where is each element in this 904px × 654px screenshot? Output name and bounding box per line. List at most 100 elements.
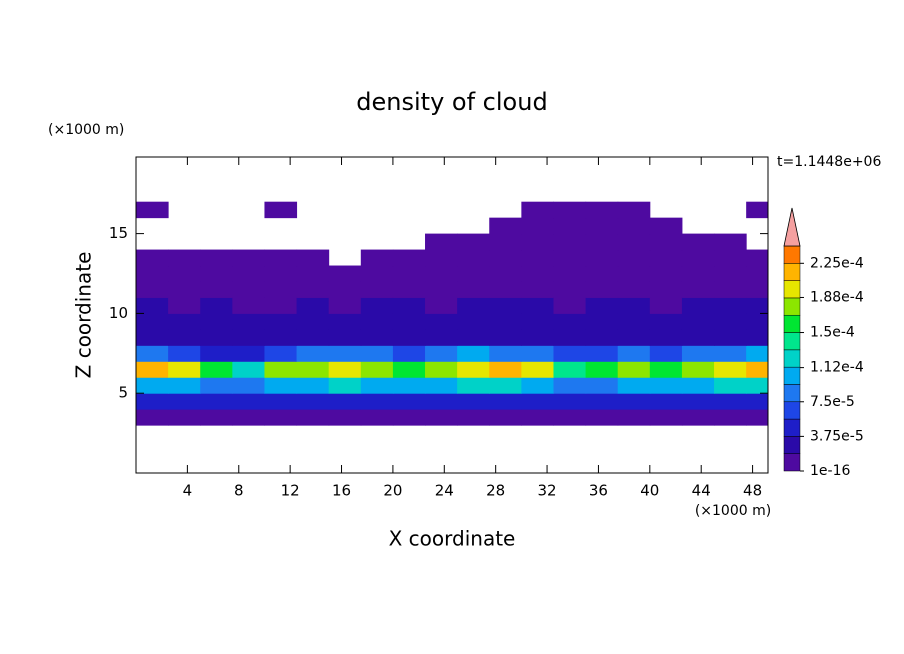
contour-cell	[296, 409, 330, 426]
y-axis-label: Z coordinate	[72, 252, 96, 379]
contour-cell	[360, 377, 394, 394]
contour-cell	[328, 281, 362, 298]
contour-cell	[746, 393, 769, 410]
contour-cell	[746, 409, 769, 426]
x-tick-label: 20	[383, 482, 402, 500]
contour-cell	[489, 329, 522, 346]
contour-cell	[521, 201, 554, 219]
x-tick-label: 40	[640, 482, 659, 500]
contour-cell	[168, 281, 201, 298]
contour-cell	[360, 265, 394, 282]
contour-cell	[521, 297, 554, 314]
contour-cell	[681, 297, 715, 314]
contour-cell	[553, 201, 587, 219]
contour-cell	[232, 345, 265, 362]
contour-cell	[392, 409, 426, 426]
contour-cell	[553, 217, 587, 235]
contour-cell	[392, 393, 426, 410]
contour-cell	[521, 265, 554, 282]
contour-cell	[649, 281, 683, 298]
contour-cell	[425, 249, 458, 267]
contour-cell	[457, 249, 490, 267]
contour-cell	[585, 217, 619, 235]
contour-cell	[521, 217, 554, 235]
contour-cell	[296, 345, 330, 362]
colorbar-band	[783, 401, 801, 420]
y-tick-label: 5	[118, 384, 128, 402]
contour-cell	[425, 409, 458, 426]
colorbar-tick-label: 1e-16	[810, 463, 850, 479]
contour-cell	[360, 345, 394, 362]
contour-cell	[136, 393, 169, 410]
contour-cell	[296, 313, 330, 330]
contour-cell	[457, 265, 490, 282]
colorbar-band	[783, 436, 801, 454]
contour-cell	[296, 329, 330, 346]
contour-cell	[521, 329, 554, 346]
contour-cell	[617, 297, 651, 314]
contour-cell	[425, 377, 458, 394]
contour-cell	[328, 345, 362, 362]
contour-cell	[714, 393, 747, 410]
contour-cell	[232, 265, 265, 282]
contour-cell	[360, 313, 394, 330]
contour-cell	[714, 297, 747, 314]
contour-cell	[489, 217, 522, 235]
contour-cell	[392, 313, 426, 330]
contour-cell	[521, 361, 554, 378]
contour-cell	[457, 345, 490, 362]
contour-cell	[328, 393, 362, 410]
contour-cell	[264, 409, 298, 426]
contour-cell	[617, 361, 651, 378]
colorbar-band	[783, 366, 801, 385]
contour-cell	[264, 361, 298, 378]
contour-cell	[136, 377, 169, 394]
contour-cell	[425, 265, 458, 282]
contour-cell	[392, 329, 426, 346]
contour-cell	[168, 361, 201, 378]
contour-cell	[328, 329, 362, 346]
contour-cell	[585, 313, 619, 330]
colorbar-tick-label: 2.25e-4	[810, 255, 864, 271]
contour-cell	[232, 393, 265, 410]
contour-cell	[168, 377, 201, 394]
contour-cell	[360, 249, 394, 267]
contour-cell	[360, 409, 394, 426]
colorbar-band	[783, 280, 801, 299]
x-tick-label: 32	[538, 482, 557, 500]
colorbar-band	[783, 349, 801, 368]
contour-cell	[585, 249, 619, 267]
contour-cell	[264, 265, 298, 282]
contour-cell	[232, 281, 265, 298]
contour-cell	[617, 201, 651, 219]
contour-cell	[168, 313, 201, 330]
contour-cell	[425, 297, 458, 314]
colorbar-band	[783, 418, 801, 437]
contour-cell	[521, 281, 554, 298]
contour-cell	[264, 377, 298, 394]
contour-cell	[521, 233, 554, 251]
contour-cell	[168, 345, 201, 362]
contour-cell	[553, 361, 587, 378]
colorbar-overflow	[783, 207, 801, 247]
contour-cell	[585, 345, 619, 362]
contour-cell	[200, 393, 233, 410]
contour-cell	[585, 297, 619, 314]
contour-cell	[489, 393, 522, 410]
contour-cell	[168, 249, 201, 267]
contour-cell	[681, 377, 715, 394]
x-tick-label: 12	[281, 482, 300, 500]
y-tick-label: 15	[109, 224, 128, 242]
contour-cell	[617, 329, 651, 346]
contour-cell	[681, 313, 715, 330]
contour-cell	[681, 265, 715, 282]
contour-cell	[200, 361, 233, 378]
contour-cell	[553, 393, 587, 410]
contour-cell	[746, 265, 769, 282]
contour-cell	[264, 297, 298, 314]
contour-cell	[553, 329, 587, 346]
contour-cell	[296, 249, 330, 267]
contour-cell	[617, 345, 651, 362]
contour-cell	[136, 313, 169, 330]
contour-cell	[264, 345, 298, 362]
